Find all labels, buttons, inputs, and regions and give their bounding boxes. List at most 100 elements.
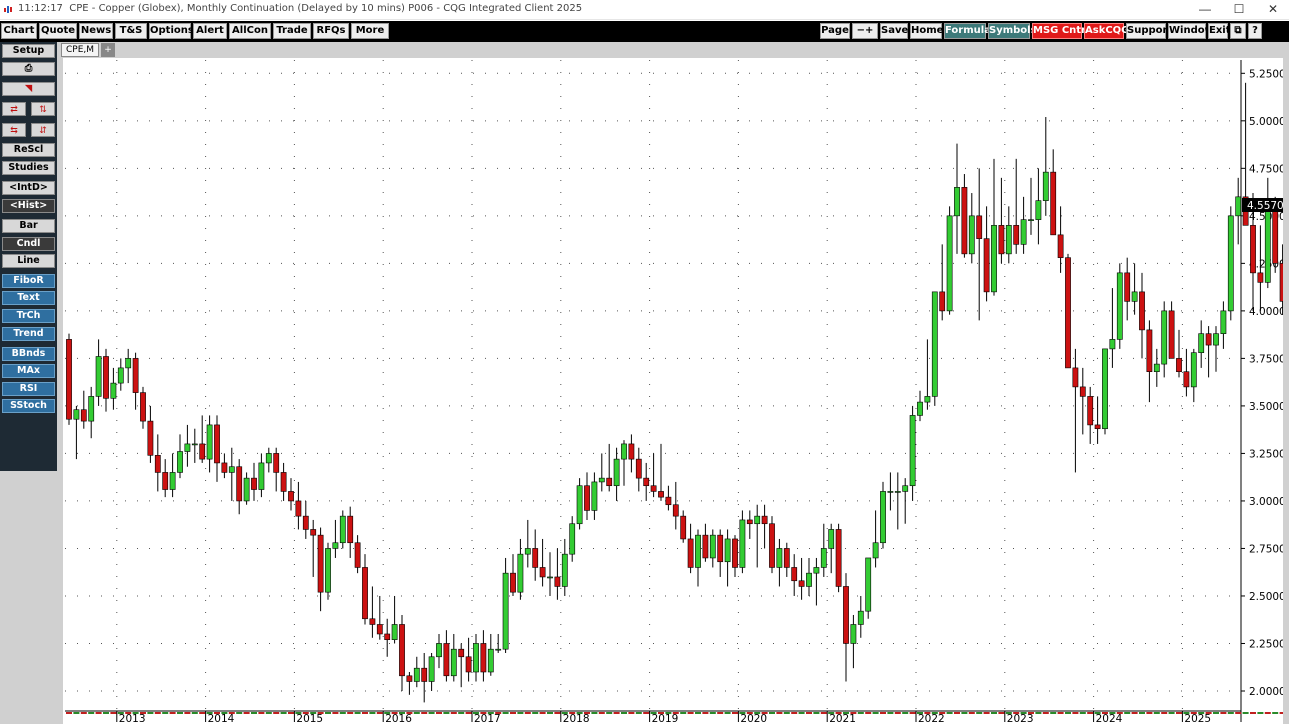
month-marker xyxy=(1257,712,1264,714)
candle-body-up xyxy=(569,523,576,555)
month-marker xyxy=(650,712,657,714)
zoom-in-vertical-button[interactable]: ⇵ xyxy=(31,123,55,137)
candle xyxy=(998,177,1005,264)
toolbar-home-button[interactable]: Home xyxy=(910,23,943,39)
toolbar-allcon-button[interactable]: AllCon xyxy=(229,23,271,39)
candle-body-up xyxy=(1020,219,1027,245)
sidebar-hist-button[interactable]: <Hist> xyxy=(2,199,55,213)
month-marker xyxy=(717,712,724,714)
candle-body-up xyxy=(828,529,835,549)
candlestick-chart[interactable]: 5.25005.00004.75004.50004.25004.00003.75… xyxy=(63,58,1289,724)
toolbar-news-button[interactable]: News xyxy=(79,23,113,39)
candle xyxy=(339,510,346,549)
minimize-button[interactable]: — xyxy=(1199,2,1211,16)
zoom-out-horizontal-button[interactable]: ⇄ xyxy=(2,102,26,116)
month-marker xyxy=(1235,712,1242,714)
sidebar-trend-button[interactable]: Trend xyxy=(2,327,55,341)
month-marker xyxy=(954,712,960,714)
month-marker xyxy=(894,712,901,714)
zoom-out-vertical-button[interactable]: ⇅ xyxy=(31,102,55,116)
candle xyxy=(820,523,827,577)
month-marker xyxy=(939,712,946,714)
toolbar-support-button[interactable]: Support xyxy=(1126,23,1172,39)
candle xyxy=(880,481,886,549)
month-marker xyxy=(672,712,679,714)
candle-body-up xyxy=(125,358,132,369)
month-marker xyxy=(465,712,472,714)
toolbar-exit-button[interactable]: Exit xyxy=(1208,23,1231,39)
candle-body-up xyxy=(724,538,731,563)
year-tick-label: 2025 xyxy=(1184,713,1211,724)
month-marker xyxy=(857,712,864,714)
tools-button[interactable]: ◥ xyxy=(2,82,55,96)
toolbar-askcqg-button[interactable]: AskCQG xyxy=(1084,23,1129,39)
candle-body-up xyxy=(243,477,250,502)
zoom-in-horizontal-button[interactable]: ⇆ xyxy=(2,123,26,137)
month-marker xyxy=(517,712,524,714)
candle xyxy=(939,244,946,321)
month-marker xyxy=(199,712,206,714)
toolbar-trade-button[interactable]: Trade xyxy=(273,23,311,39)
year-tick-label: 2015 xyxy=(296,713,323,724)
toolbar-more-button[interactable]: More xyxy=(351,23,389,39)
sidebar-max-button[interactable]: MAx xyxy=(2,364,55,378)
toolbar-window-button[interactable]: Window xyxy=(1168,23,1214,39)
toolbar-quote-button[interactable]: Quote xyxy=(39,23,77,39)
candle-body-up xyxy=(177,451,183,473)
toolbar-ts-button[interactable]: T&S xyxy=(115,23,147,39)
month-marker xyxy=(1272,712,1279,714)
candle xyxy=(887,472,894,511)
month-marker xyxy=(265,712,272,714)
candle xyxy=(776,538,783,587)
maximize-button[interactable]: ☐ xyxy=(1233,2,1245,16)
toolbar-options-button[interactable]: Options xyxy=(149,23,194,39)
month-marker xyxy=(80,712,87,714)
toolbar-chart-button[interactable]: Chart xyxy=(1,23,37,39)
sidebar-bar-button[interactable]: Bar xyxy=(2,219,55,233)
month-marker xyxy=(547,712,553,714)
sidebar-text-button[interactable]: Text xyxy=(2,291,55,305)
toolbar-msgcntr-button[interactable]: MSG Cntr xyxy=(1032,23,1086,39)
month-marker xyxy=(1264,712,1271,714)
toolbar-extra12-button[interactable]: ? xyxy=(1248,23,1262,39)
month-marker xyxy=(236,712,243,714)
sidebar-rescl-button[interactable]: ReScl xyxy=(2,143,55,157)
print-button[interactable]: ⎙ xyxy=(2,62,55,76)
candle-body-up xyxy=(265,453,272,464)
month-marker xyxy=(695,712,701,714)
candle-body-up xyxy=(391,624,398,640)
close-button[interactable]: ✕ xyxy=(1267,2,1279,16)
toolbar-rfqs-button[interactable]: RFQs xyxy=(313,23,349,39)
candle xyxy=(406,671,413,695)
candle xyxy=(628,434,635,473)
sidebar-rsi-button[interactable]: RSI xyxy=(2,382,55,396)
sidebar-line-button[interactable]: Line xyxy=(2,254,55,268)
toolbar-symbols-button[interactable]: Symbols xyxy=(988,23,1037,39)
expand-icon: ⇆ xyxy=(10,125,18,135)
toolbar-extra11-button[interactable]: ⧉ xyxy=(1230,23,1246,39)
month-marker xyxy=(880,712,886,714)
sidebar-sstoch-button[interactable]: SStoch xyxy=(2,399,55,413)
candle-body-up xyxy=(524,548,531,555)
candle-body-down xyxy=(791,567,798,582)
sidebar-fibor-button[interactable]: FiboR xyxy=(2,274,55,288)
toolbar-formula-button[interactable]: Formula xyxy=(944,23,991,39)
toolbar-extra1-button[interactable]: −+ xyxy=(852,23,878,39)
add-tab-button[interactable]: + xyxy=(101,43,115,57)
toolbar-alert-button[interactable]: Alert xyxy=(193,23,227,39)
tab-cpe-m[interactable]: CPE,M xyxy=(61,43,99,57)
toolbar-page-button[interactable]: Page xyxy=(820,23,850,39)
candle xyxy=(140,386,146,429)
setup-button[interactable]: Setup xyxy=(2,44,55,58)
candle xyxy=(288,478,294,511)
sidebar-bbnds-button[interactable]: BBnds xyxy=(2,347,55,361)
year-tick-label: 2024 xyxy=(1096,713,1123,724)
month-marker xyxy=(140,712,146,714)
sidebar-intd-button[interactable]: <IntD> xyxy=(2,181,55,195)
chart-area[interactable]: 5.25005.00004.75004.50004.25004.00003.75… xyxy=(57,58,1289,724)
candle-body-up xyxy=(191,443,198,446)
sidebar-studies-button[interactable]: Studies xyxy=(2,161,55,175)
sidebar-trch-button[interactable]: TrCh xyxy=(2,309,55,323)
toolbar-save-button[interactable]: Save xyxy=(880,23,908,39)
sidebar-cndl-button[interactable]: Cndl xyxy=(2,237,55,251)
